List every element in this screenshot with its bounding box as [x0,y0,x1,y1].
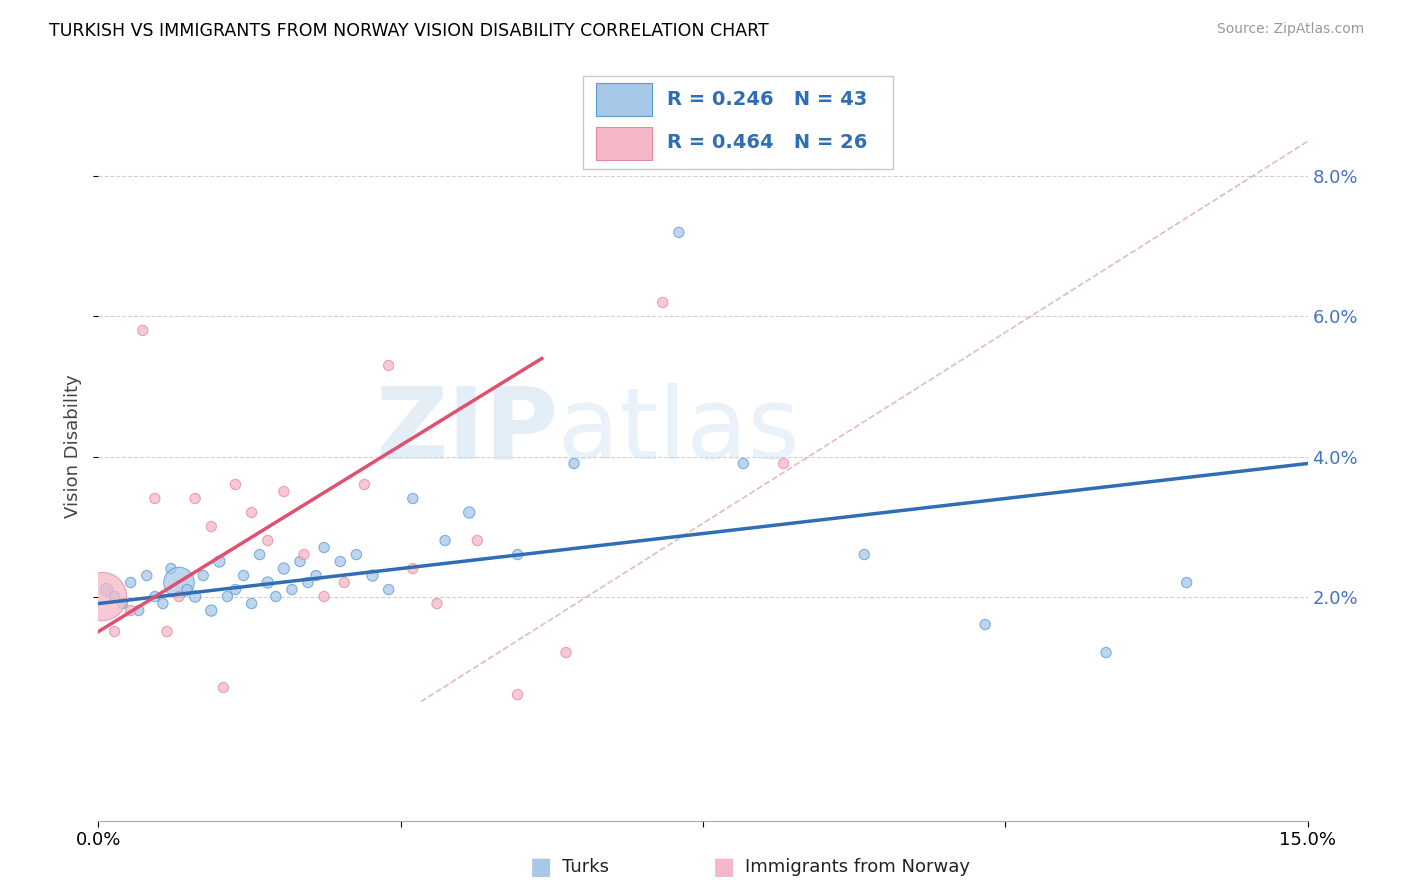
Point [974,617,997,632]
Point [1095,646,1118,660]
Point [103,624,125,639]
Point [120,603,142,617]
Point [120,575,142,590]
Point [132,323,155,337]
Point [1175,575,1198,590]
Point [305,568,328,582]
Bar [596,128,651,160]
Point [402,561,425,575]
Point [128,603,150,617]
Point [96,582,118,597]
Point [217,590,239,604]
Point [288,555,311,569]
Point [264,590,287,604]
Text: Turks: Turks [562,858,609,876]
Point [377,359,399,373]
Point [292,548,315,562]
Point [668,226,690,240]
Y-axis label: Vision Disability: Vision Disability [65,374,83,518]
Point [160,561,183,575]
Point [249,548,271,562]
Point [256,575,278,590]
Point [314,541,336,555]
FancyBboxPatch shape [583,76,893,169]
Point [240,597,263,611]
Point [853,548,876,562]
Text: Immigrants from Norway: Immigrants from Norway [745,858,970,876]
Point [224,582,246,597]
Point [353,477,375,491]
Point [232,568,254,582]
Point [167,590,190,604]
Text: Source: ZipAtlas.com: Source: ZipAtlas.com [1216,22,1364,37]
Point [506,548,529,562]
Point [733,457,755,471]
Point [297,575,319,590]
Point [314,590,336,604]
Text: R = 0.464   N = 26: R = 0.464 N = 26 [666,133,868,153]
Point [135,568,157,582]
Text: TURKISH VS IMMIGRANTS FROM NORWAY VISION DISABILITY CORRELATION CHART: TURKISH VS IMMIGRANTS FROM NORWAY VISION… [49,22,769,40]
Point [273,484,295,499]
Point [402,491,425,506]
Text: R = 0.246   N = 43: R = 0.246 N = 43 [666,90,868,109]
Point [256,533,278,548]
Point [465,533,488,548]
Point [200,603,222,617]
Point [167,575,190,590]
Text: atlas: atlas [558,383,800,480]
Point [426,597,449,611]
Point [143,590,166,604]
Point [772,457,794,471]
Point [103,590,125,604]
Point [651,295,673,310]
Point [184,491,207,506]
Point [329,555,352,569]
Point [555,646,578,660]
Point [184,590,207,604]
Point [193,568,215,582]
Point [152,597,174,611]
Point [361,568,384,582]
Point [224,477,246,491]
Point [506,688,529,702]
Text: ■: ■ [713,855,735,879]
Point [333,575,356,590]
Text: ■: ■ [530,855,553,879]
Point [212,681,235,695]
Point [143,491,166,506]
Point [91,590,114,604]
Point [200,519,222,533]
Point [111,597,134,611]
Point [377,582,399,597]
Text: ZIP: ZIP [375,383,558,480]
Point [458,506,481,520]
Point [273,561,295,575]
Point [562,457,585,471]
Point [208,555,231,569]
Point [176,582,198,597]
Point [344,548,367,562]
Point [281,582,304,597]
Point [434,533,457,548]
Point [156,624,179,639]
Bar [596,83,651,116]
Point [240,506,263,520]
